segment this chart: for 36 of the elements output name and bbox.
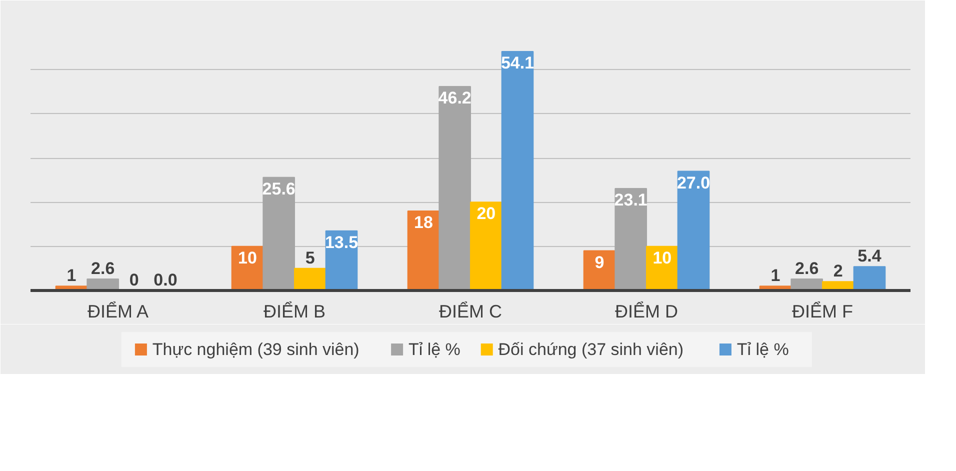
data-label: 25.6 <box>262 179 296 198</box>
data-label: 0.0 <box>154 270 178 290</box>
bar <box>262 176 295 290</box>
legend-label: Thực nghiệm (39 sinh viên) <box>152 340 360 359</box>
data-label: 18 <box>414 213 433 232</box>
x-tick-label: ĐIỂM D <box>615 300 678 322</box>
bar <box>853 266 886 290</box>
data-label: 1 <box>770 266 780 286</box>
bar <box>294 268 326 290</box>
data-label: 10 <box>652 248 672 268</box>
data-label: 2.6 <box>795 258 819 278</box>
bar <box>501 51 534 290</box>
data-label: 1 <box>66 266 76 286</box>
data-label: 46.2 <box>438 88 472 108</box>
bar <box>614 188 647 290</box>
data-label: 2.6 <box>91 258 115 278</box>
data-label: 13.5 <box>324 232 358 252</box>
data-label: 5.4 <box>858 246 882 266</box>
legend-label: Tỉ lệ % <box>408 340 460 359</box>
data-label: 9 <box>594 252 604 272</box>
data-label: 2 <box>833 262 843 281</box>
data-label: 20 <box>476 204 496 224</box>
bar <box>677 170 710 290</box>
x-tick-label: ĐIỂM B <box>263 300 326 322</box>
legend-label: Tỉ lệ % <box>736 340 789 359</box>
data-label: 0 <box>129 270 139 290</box>
x-tick-label: ĐIỂM F <box>792 300 854 322</box>
bar <box>438 86 471 290</box>
x-tick-label: ĐIỂM A <box>87 300 149 322</box>
x-tick-label: ĐIỂM C <box>439 300 502 322</box>
legend-label: Đối chứng (37 sinh viên) <box>498 340 684 359</box>
data-label: 23.1 <box>614 190 648 210</box>
bar <box>470 202 502 290</box>
data-label: 5 <box>305 248 315 268</box>
data-label: 27.0 <box>676 173 710 192</box>
data-label: 10 <box>238 248 257 268</box>
